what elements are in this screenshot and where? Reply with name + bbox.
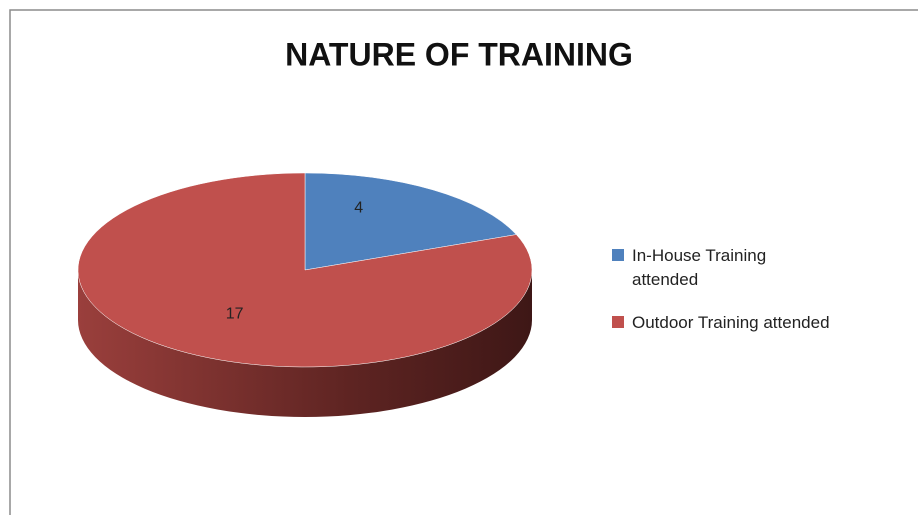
pie: 4 17 — [77, 172, 624, 417]
pie-slice — [304, 172, 517, 271]
data-label: 4 — [354, 200, 363, 217]
pie-slice — [77, 172, 533, 368]
legend-label: In-House Training attended — [632, 246, 767, 289]
chart-title: NATURE OF TRAINING — [285, 36, 633, 72]
data-label: 17 — [226, 305, 244, 322]
legend-swatch — [612, 316, 624, 328]
legend-swatch — [612, 249, 624, 261]
pie-side — [78, 270, 532, 417]
legend-label: Outdoor Training attended — [632, 313, 830, 332]
